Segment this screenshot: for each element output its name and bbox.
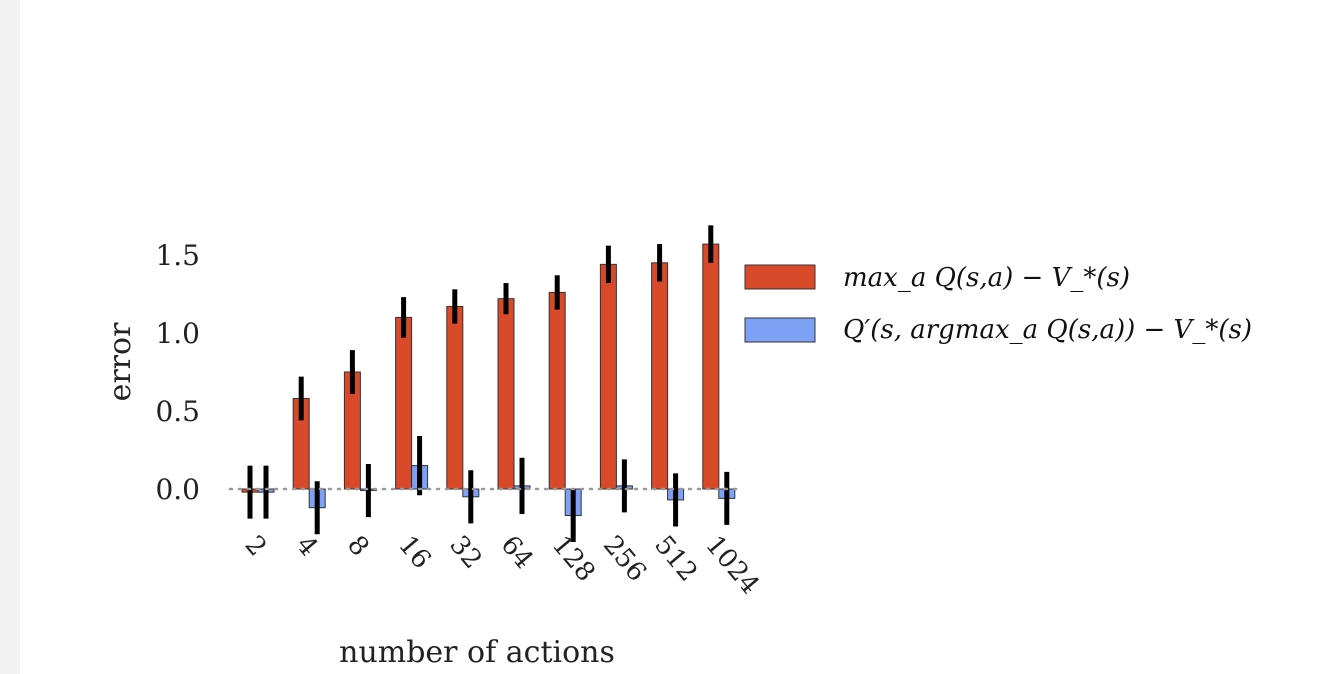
y-axis-ticks: 0.0 0.5 1.0 1.5 <box>155 239 200 506</box>
bar-s1-64 <box>497 298 515 490</box>
bar-s1-512 <box>651 262 669 490</box>
bars-layer <box>241 243 736 517</box>
x-tick-label: 1024 <box>699 530 765 600</box>
x-axis-label: number of actions <box>339 635 615 670</box>
x-tick-label: 8 <box>341 530 375 562</box>
legend-label-series-2: Q′(s, argmax_a Q(s,a)) − V_*(s) <box>843 315 1252 345</box>
x-tick-label: 4 <box>290 530 324 562</box>
y-tick-label: 1.0 <box>155 317 200 350</box>
legend-swatch-series-1 <box>744 264 816 290</box>
bar-s1-32 <box>446 305 464 490</box>
legend-label-series-1: max_a Q(s,a) − V_*(s) <box>843 263 1130 293</box>
x-tick-label: 16 <box>392 530 436 575</box>
x-tick-label: 512 <box>648 530 703 587</box>
x-tick-label: 256 <box>597 530 652 587</box>
y-tick-label: 0.5 <box>155 395 200 428</box>
y-axis-label: error <box>103 322 138 401</box>
x-tick-label: 32 <box>443 530 487 575</box>
y-tick-label: 0.0 <box>155 473 200 506</box>
bar-s1-128 <box>548 291 566 490</box>
legend: max_a Q(s,a) − V_*(s) Q′(s, argmax_a Q(s… <box>744 263 1252 345</box>
x-tick-label: 128 <box>546 530 601 587</box>
error-bars-layer <box>247 225 730 543</box>
x-tick-label: 2 <box>239 530 273 562</box>
page-margin-strip <box>0 0 20 674</box>
y-tick-label: 1.5 <box>155 239 200 272</box>
bar-s1-16 <box>395 316 413 490</box>
legend-swatch-series-2 <box>744 317 816 343</box>
x-tick-label: 64 <box>495 530 539 575</box>
bar-s1-256 <box>599 263 617 490</box>
bar-s1-1024 <box>702 243 720 490</box>
